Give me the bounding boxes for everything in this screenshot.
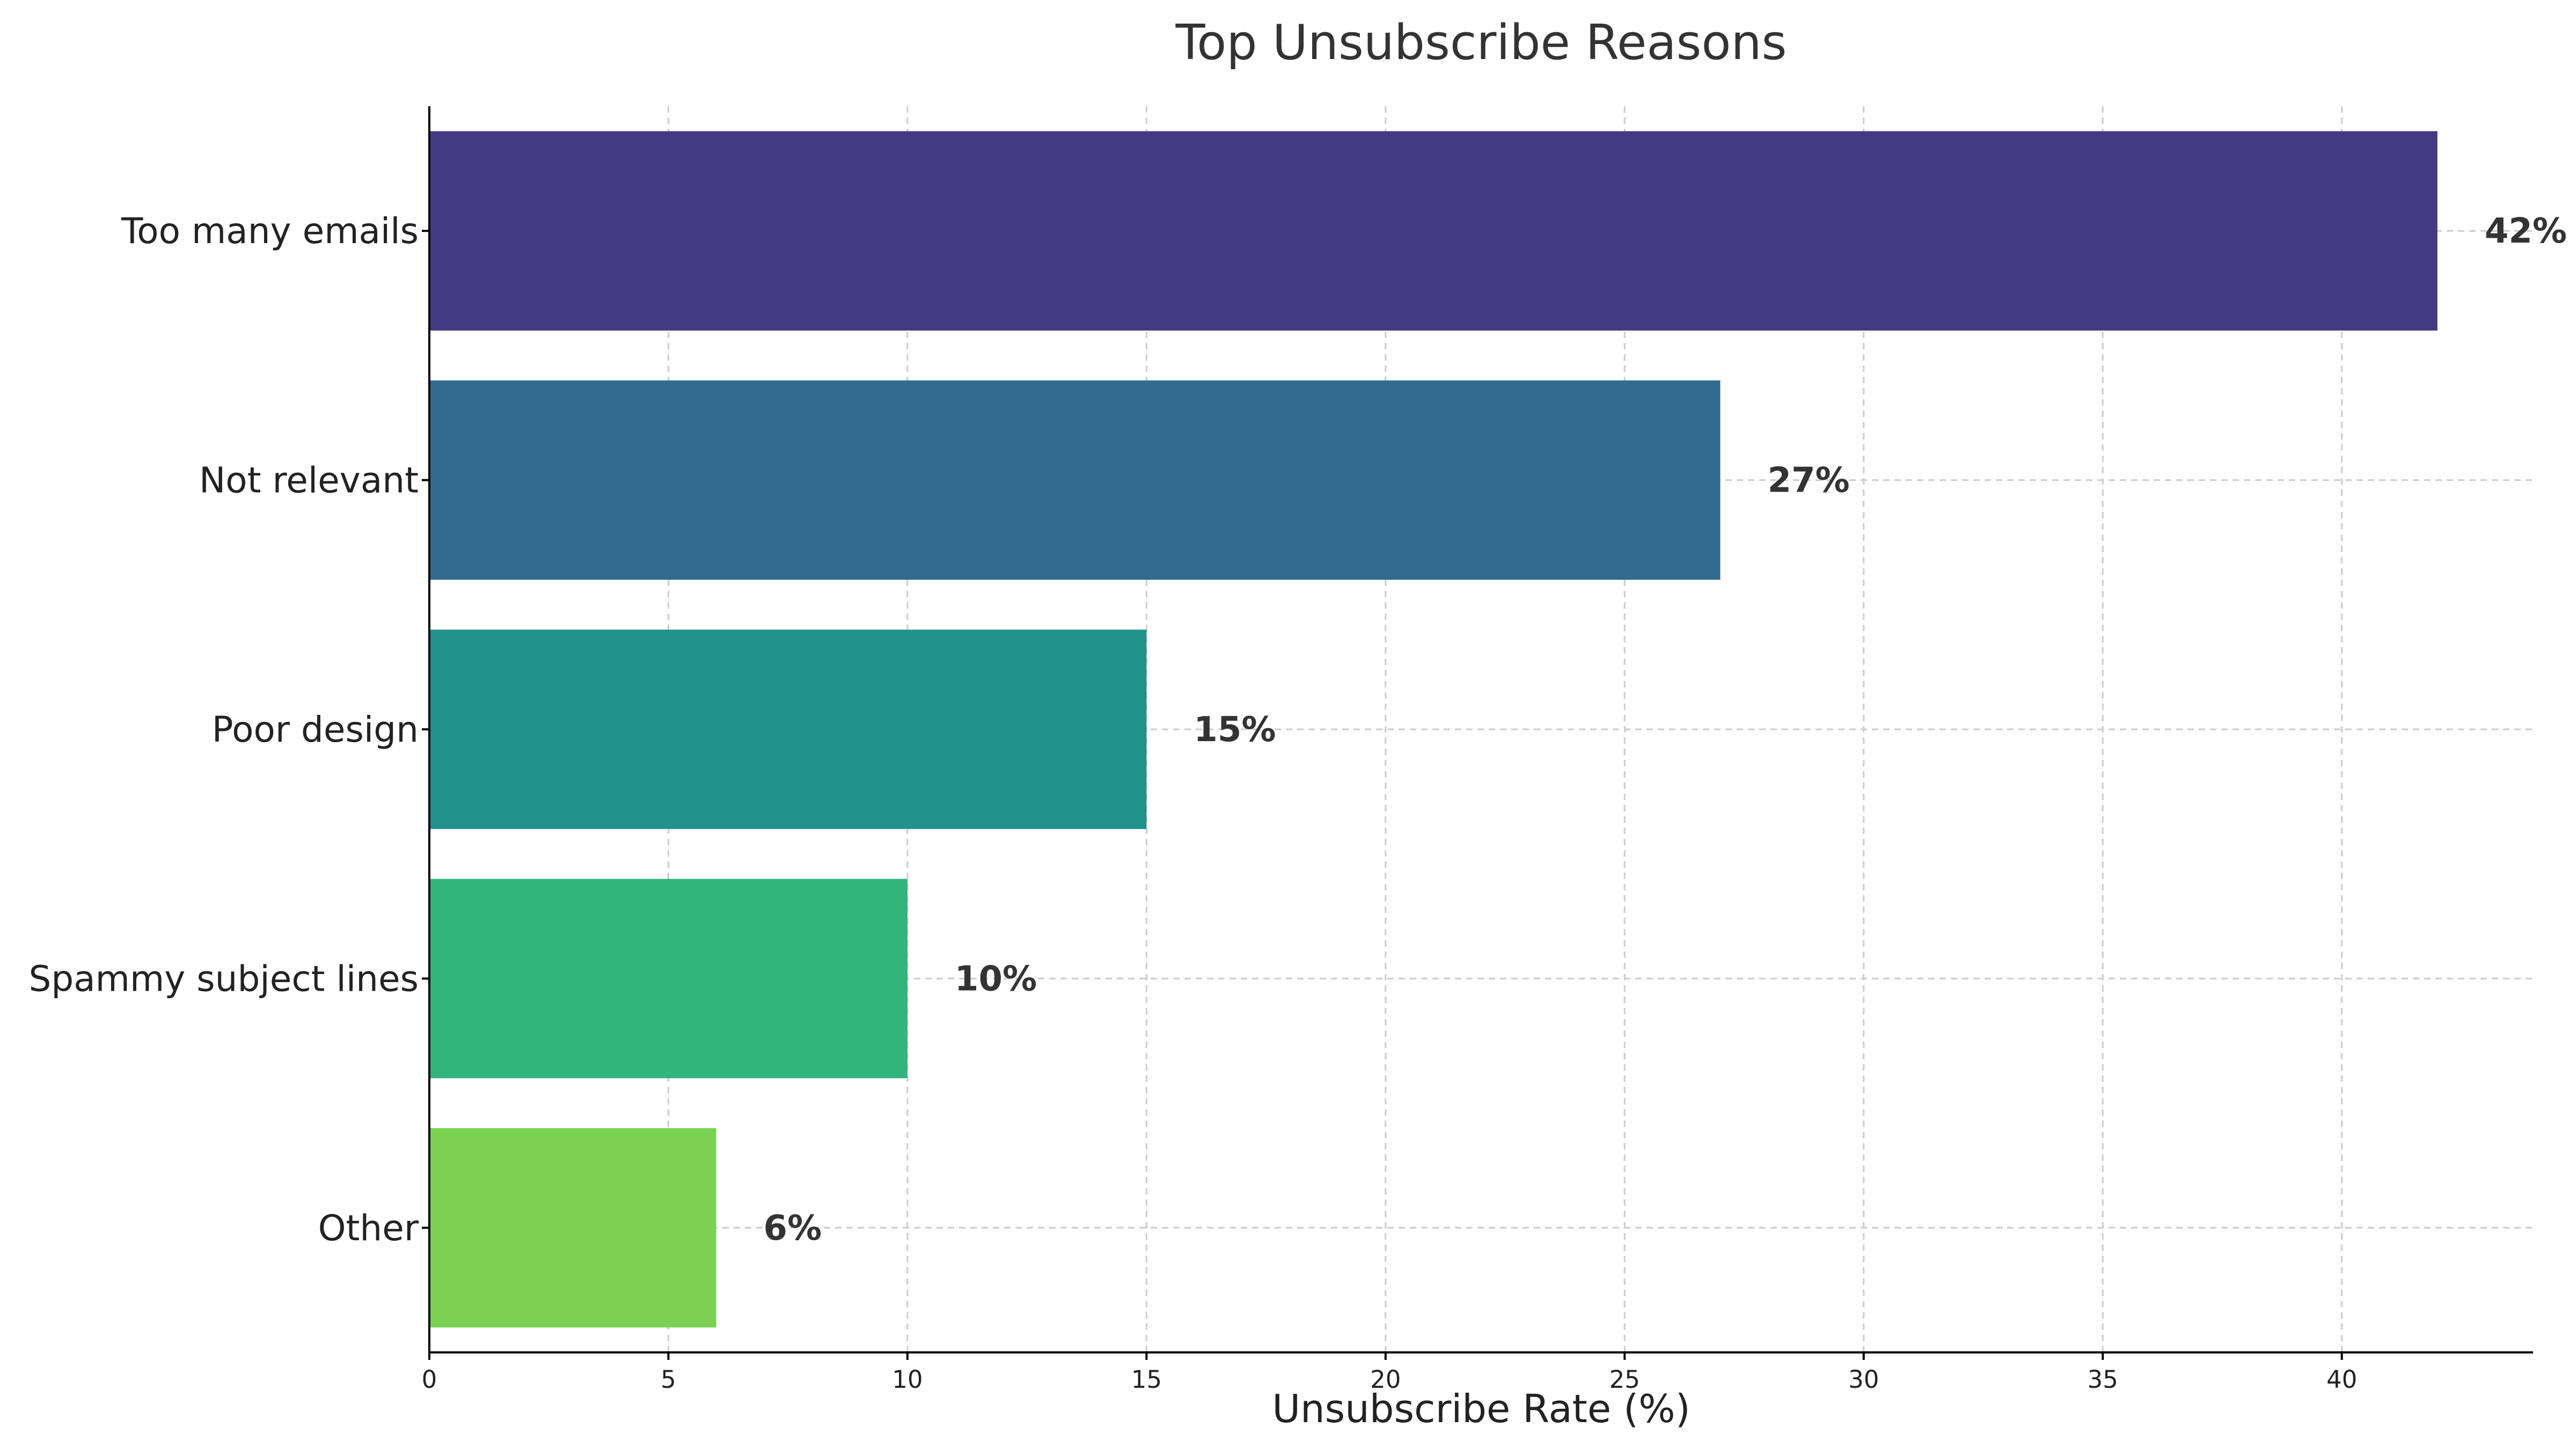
x-tick-label: 5 <box>661 1365 676 1394</box>
bar <box>429 380 1721 580</box>
value-label: 15% <box>1194 710 1276 750</box>
x-tick-label: 30 <box>1848 1365 1879 1394</box>
bar <box>429 131 2438 331</box>
ticks-layer <box>422 230 2343 1360</box>
x-tick-label: 0 <box>422 1365 437 1394</box>
bar <box>429 630 1147 829</box>
chart-title: Top Unsubscribe Reasons <box>1175 14 1787 71</box>
category-label: Poor design <box>212 709 419 750</box>
category-label: Too many emails <box>121 210 419 252</box>
bar <box>429 1128 716 1328</box>
value-label: 42% <box>2485 211 2567 251</box>
x-tick-label: 20 <box>1370 1365 1401 1394</box>
value-label: 10% <box>955 959 1037 999</box>
category-label: Other <box>318 1208 419 1249</box>
x-tick-label: 35 <box>2088 1365 2118 1394</box>
bars-layer <box>429 131 2438 1328</box>
category-label: Spammy subject lines <box>28 958 419 999</box>
x-axis-label: Unsubscribe Rate (%) <box>1272 1386 1690 1431</box>
value-label: 27% <box>1767 461 1849 501</box>
x-tick-label: 15 <box>1131 1365 1162 1394</box>
labels-layer: 0 5 10 15 20 25 30 35 40 Too many emails 42% Not re… <box>28 210 2567 1394</box>
x-tick-label: 10 <box>892 1365 923 1394</box>
bar <box>429 879 908 1079</box>
x-tick-label: 40 <box>2326 1365 2357 1394</box>
category-label: Not relevant <box>199 460 419 501</box>
value-label: 6% <box>764 1209 822 1248</box>
x-tick-label: 25 <box>1609 1365 1640 1394</box>
